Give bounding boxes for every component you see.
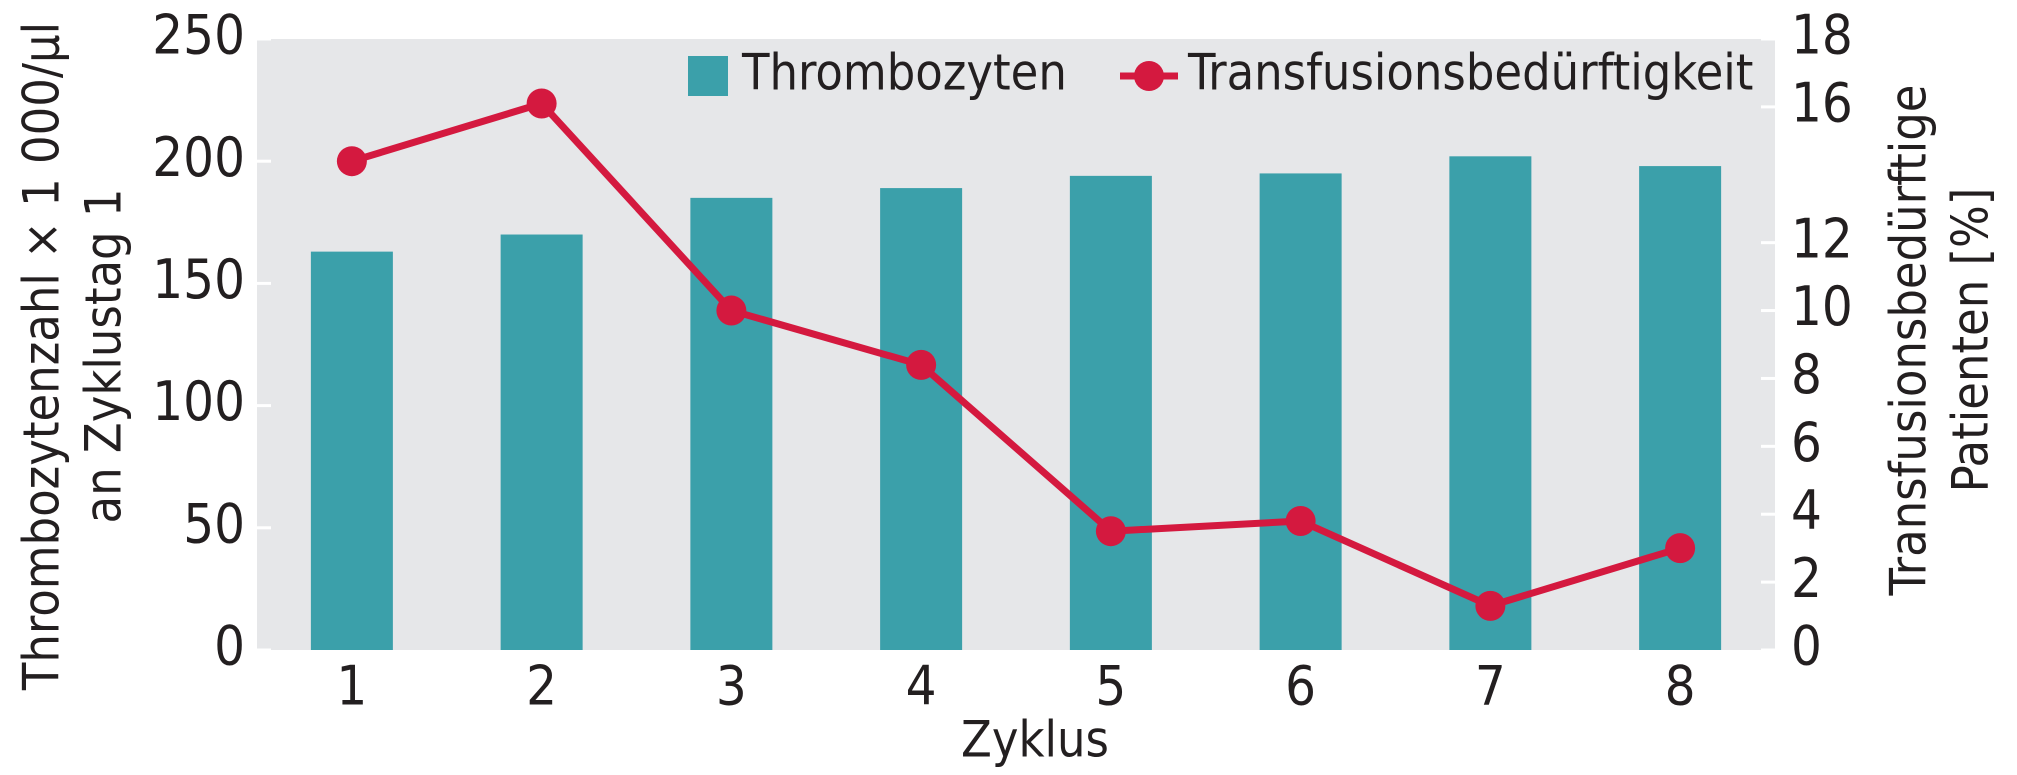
legend-label: Thrombozyten <box>741 44 1067 102</box>
marker <box>336 146 367 177</box>
x-tick-label: 5 <box>1095 655 1126 718</box>
y2-tick-label: 10 <box>1791 275 1853 338</box>
bar <box>310 251 393 651</box>
legend-swatch <box>688 56 728 96</box>
x-tick-label: 2 <box>526 655 557 718</box>
x-axis-title: Zyklus <box>961 711 1109 769</box>
y-tick-label: 100 <box>152 370 245 433</box>
y2-tick-label: 6 <box>1791 411 1822 474</box>
bar <box>690 197 773 651</box>
y2-tick-label: 4 <box>1791 479 1822 542</box>
bar <box>880 188 963 651</box>
legend-marker <box>1134 61 1164 91</box>
x-tick-label: 3 <box>716 655 747 718</box>
marker <box>1665 533 1696 564</box>
y-tick-label: 150 <box>152 248 245 311</box>
bar <box>1069 175 1152 650</box>
marker <box>1285 506 1316 537</box>
bar <box>1259 173 1342 651</box>
y2-tick-label: 0 <box>1791 615 1822 678</box>
y2-tick-label: 16 <box>1791 72 1853 135</box>
y-tick-label: 200 <box>152 126 245 189</box>
marker <box>906 349 937 380</box>
legend-label: Transfusionsbedürftigkeit <box>1187 44 1753 102</box>
y2-tick-label: 2 <box>1791 547 1822 610</box>
marker <box>526 88 557 119</box>
y-tick-label: 50 <box>183 492 245 555</box>
y-axis-title: Thrombozytenzahl × 1 000/µl <box>13 22 71 691</box>
x-tick-label: 1 <box>336 655 367 718</box>
y2-axis-title: Patienten [%] <box>1942 188 2000 493</box>
y2-axis-title: Transfusionsbedürftige <box>1880 85 1938 597</box>
line <box>350 99 1682 610</box>
x-tick-label: 6 <box>1285 655 1316 718</box>
y2-tick-label: 12 <box>1791 207 1853 270</box>
y-axis-title: an Zyklustag 1 <box>75 189 133 524</box>
marker <box>716 295 747 326</box>
bar <box>500 234 583 650</box>
x-tick-label: 8 <box>1665 655 1696 718</box>
marker <box>1095 516 1126 547</box>
x-tick-label: 7 <box>1475 655 1506 718</box>
marker <box>1475 590 1506 621</box>
bar <box>1639 166 1722 650</box>
bar <box>1449 156 1532 650</box>
y2-tick-label: 8 <box>1791 343 1822 406</box>
x-tick-label: 4 <box>906 655 937 718</box>
plot-area <box>257 39 1775 650</box>
y-tick-label: 0 <box>214 615 245 678</box>
y2-tick-label: 18 <box>1791 4 1853 67</box>
y-tick-label: 250 <box>152 4 245 67</box>
